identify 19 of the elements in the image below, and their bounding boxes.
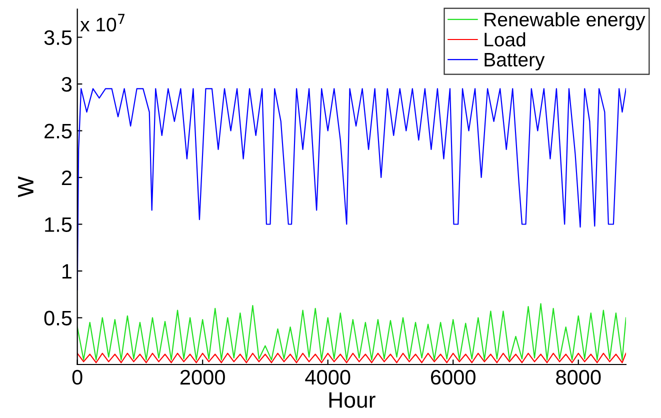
x-tick-label: 8000 — [556, 370, 601, 385]
line-series — [77, 303, 626, 360]
x-tick-label: 0 — [72, 370, 82, 385]
y-tick-label: 0.5 — [44, 310, 72, 326]
y-tick-label: 3 — [62, 76, 72, 92]
y-axis-title: W — [18, 176, 34, 198]
x-axis-title: Hour — [329, 392, 376, 408]
annotation: x 10$^{7}$ — [80, 14, 125, 32]
y-tick-label: 1.5 — [45, 217, 72, 232]
x-tick-label: 4000 — [305, 370, 350, 385]
legend-label: Renewable energy — [484, 12, 646, 30]
x-tick-label: 6000 — [431, 370, 476, 385]
legend-label: Battery — [484, 53, 545, 70]
y-tick-label: 2.5 — [44, 124, 72, 138]
legend-label: Load — [484, 32, 526, 46]
y-tick-label: 3.5 — [44, 30, 72, 45]
y-tick-label: 1 — [62, 264, 72, 279]
y-tick-label: 2 — [62, 170, 72, 186]
x-tick-label: 2000 — [180, 370, 225, 385]
